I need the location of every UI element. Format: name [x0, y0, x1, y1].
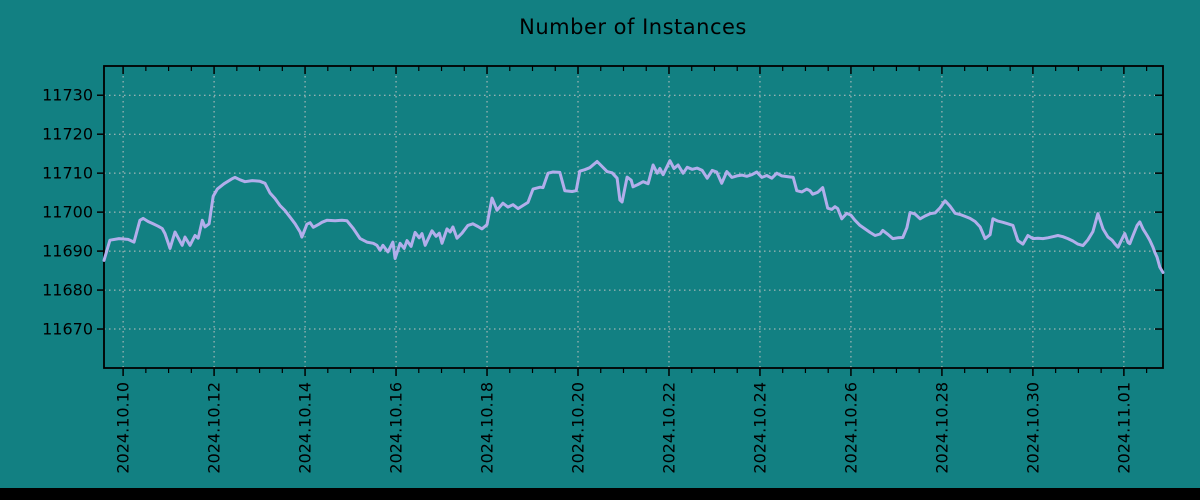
chart-title: Number of Instances	[519, 15, 747, 39]
bottom-bar	[0, 488, 1200, 500]
series-line	[102, 159, 1165, 274]
y-tick-label: 11720	[42, 125, 93, 144]
x-tick-label: 2024.10.10	[114, 382, 133, 474]
x-tick-label: 2024.10.26	[841, 382, 860, 474]
x-tick-label: 2024.10.22	[659, 382, 678, 474]
x-tick-label: 2024.10.18	[478, 382, 497, 474]
y-tick-label: 11690	[42, 242, 93, 261]
y-tick-label: 11710	[42, 164, 93, 183]
x-tick-label: 2024.10.20	[569, 382, 588, 474]
x-tick-label: 2024.10.30	[1023, 382, 1042, 474]
x-tick-label: 2024.11.01	[1114, 382, 1133, 474]
x-tick-label: 2024.10.28	[932, 382, 951, 474]
x-tick-label: 2024.10.16	[387, 382, 406, 474]
y-tick-label: 11670	[42, 320, 93, 339]
y-tick-label: 11700	[42, 203, 93, 222]
x-tick-label: 2024.10.12	[205, 382, 224, 474]
y-tick-label: 11730	[42, 86, 93, 105]
x-tick-label: 2024.10.14	[296, 382, 315, 474]
plot-frame	[103, 65, 1164, 369]
x-tick-label: 2024.10.24	[750, 382, 769, 474]
y-tick-label: 11680	[42, 281, 93, 300]
